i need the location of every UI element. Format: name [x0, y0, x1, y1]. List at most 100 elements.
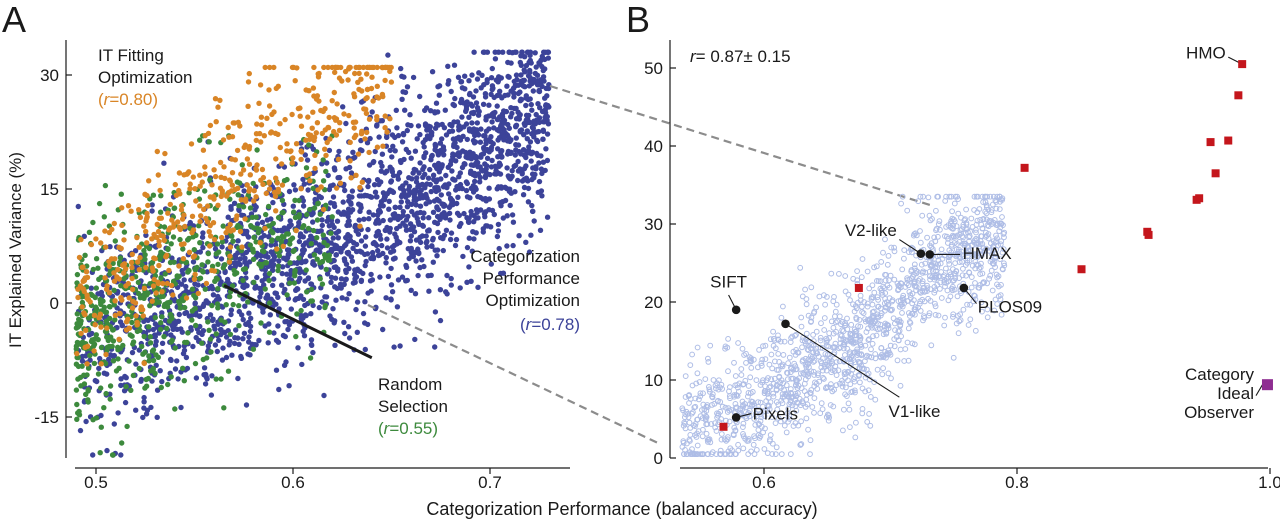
dot-categorization [121, 388, 128, 394]
dot-random [167, 311, 174, 318]
dot-random [130, 372, 137, 379]
dot-it_fitting [364, 129, 370, 136]
dot-categorization [246, 310, 252, 316]
dot-categorization [458, 220, 464, 227]
dot-random [189, 286, 196, 292]
dot-it_fitting [235, 185, 241, 191]
dot-categorization [384, 236, 390, 242]
dot-categorization [97, 355, 103, 362]
dot-categorization [236, 341, 242, 347]
dot-categorization [176, 311, 182, 318]
dot-it_fitting [144, 210, 150, 217]
dot-random [86, 229, 93, 235]
dot-random [152, 314, 158, 321]
dot-random [291, 209, 297, 215]
cloud-point [842, 273, 849, 279]
dot-categorization [231, 340, 238, 347]
dot-it_fitting [336, 127, 343, 134]
dot-categorization [454, 152, 460, 158]
dot-it_fitting [262, 64, 268, 71]
dot-it_fitting [189, 213, 196, 219]
dot-it_fitting [229, 134, 236, 140]
dot-categorization [517, 89, 523, 95]
dot-categorization [319, 222, 325, 229]
cloud-point [879, 371, 886, 378]
dot-it_fitting [129, 264, 135, 271]
dot-categorization [529, 208, 536, 215]
dot-random [192, 295, 199, 301]
dot-categorization [499, 154, 505, 160]
dot-random [97, 450, 103, 456]
dot-categorization [540, 67, 546, 74]
dot-categorization [464, 194, 471, 200]
dot-categorization [193, 375, 200, 381]
panel-b-model-cloud [679, 193, 1008, 458]
dot-categorization [327, 183, 334, 189]
dot-random [251, 279, 257, 285]
dot-random [112, 317, 118, 323]
cloud-point [787, 451, 794, 458]
dot-random [96, 200, 103, 207]
dot-categorization [470, 229, 476, 235]
dot-categorization [362, 262, 368, 269]
dot-categorization [502, 197, 509, 204]
model-point-pixels [731, 413, 741, 422]
dot-categorization [219, 357, 226, 363]
dot-it_fitting [133, 313, 139, 319]
dot-categorization [272, 290, 278, 296]
dot-categorization [154, 414, 160, 420]
dot-categorization [417, 203, 424, 209]
dot-categorization [474, 127, 480, 133]
cloud-point [811, 409, 817, 416]
dot-categorization [424, 244, 430, 250]
dot-categorization [531, 218, 537, 224]
dot-it_fitting [220, 137, 227, 143]
dot-categorization [458, 79, 464, 85]
cloud-point [917, 239, 924, 246]
dot-categorization [383, 260, 389, 266]
dot-categorization [218, 331, 224, 338]
cloud-point [840, 427, 846, 434]
dot-categorization [376, 134, 382, 140]
dot-random [158, 193, 164, 199]
dot-it_fitting [219, 234, 225, 241]
dot-categorization [243, 402, 250, 408]
cloud-point [687, 432, 694, 438]
dot-categorization [448, 230, 455, 236]
dot-categorization [393, 107, 399, 114]
dot-categorization [492, 56, 499, 62]
dot-categorization [415, 123, 422, 129]
dot-categorization [377, 274, 383, 280]
dot-random [328, 230, 334, 236]
dot-it_fitting [247, 186, 253, 192]
dot-it_fitting [231, 120, 238, 126]
dot-categorization [515, 177, 521, 184]
dot-categorization [407, 221, 414, 227]
dot-it_fitting [274, 246, 280, 252]
dot-categorization [438, 192, 444, 198]
dot-categorization [366, 209, 372, 215]
dot-it_fitting [91, 312, 98, 318]
dot-it_fitting [93, 236, 99, 242]
dot-categorization [482, 174, 489, 181]
dot-categorization [143, 411, 150, 417]
dot-categorization [352, 154, 358, 160]
dot-it_fitting [123, 266, 129, 272]
dot-it_fitting [275, 186, 281, 192]
model-point-hmax [925, 250, 935, 259]
dot-random [103, 390, 109, 397]
cloud-point [989, 287, 996, 294]
dot-categorization [319, 299, 325, 305]
dot-categorization [447, 195, 454, 201]
dot-categorization [107, 352, 114, 358]
dot-categorization [395, 132, 402, 139]
dot-categorization [415, 272, 421, 279]
dot-it_fitting [257, 130, 263, 137]
cloud-point [694, 344, 701, 351]
cloud-point [731, 359, 737, 366]
zoom-connector-upper [549, 84, 931, 207]
dot-categorization [540, 127, 546, 133]
dot-categorization [431, 176, 437, 183]
dot-random [101, 405, 107, 411]
